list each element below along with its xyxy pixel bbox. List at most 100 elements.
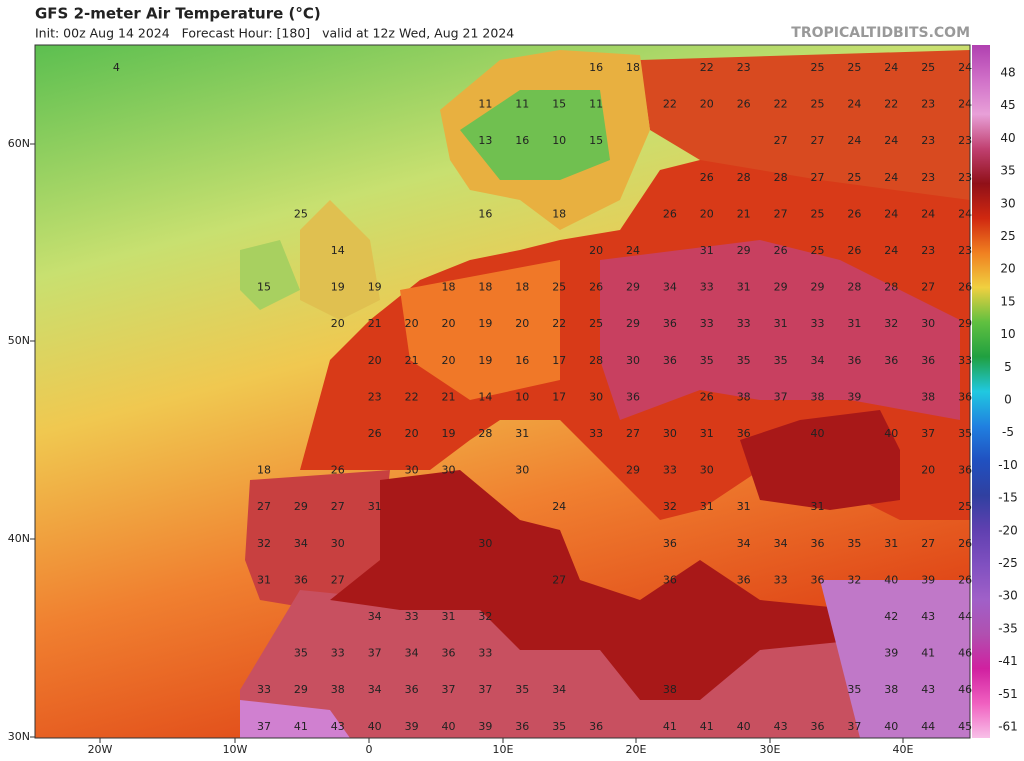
lat-label: 60N — [8, 137, 30, 150]
temperature-label: 43 — [331, 720, 345, 733]
temperature-label: 13 — [478, 134, 492, 147]
temperature-label: 27 — [552, 573, 566, 586]
temperature-label: 31 — [515, 427, 529, 440]
temperature-label: 23 — [737, 61, 751, 74]
temperature-label: 41 — [700, 720, 714, 733]
temperature-label: 37 — [847, 720, 861, 733]
temperature-label: 30 — [663, 427, 677, 440]
temperature-label: 46 — [958, 647, 972, 660]
temperature-label: 33 — [700, 281, 714, 294]
temperature-label: 33 — [811, 317, 825, 330]
temperature-label: 27 — [774, 207, 788, 220]
lat-label: 50N — [8, 334, 30, 347]
temperature-label: 36 — [442, 647, 456, 660]
temperature-label: 19 — [442, 427, 456, 440]
temperature-label: 15 — [257, 281, 271, 294]
temperature-label: 28 — [737, 171, 751, 184]
temperature-label: 24 — [884, 61, 898, 74]
temperature-label: 29 — [626, 464, 640, 477]
colorbar-label: 15 — [1000, 294, 1015, 308]
temperature-label: 39 — [884, 647, 898, 660]
temperature-label: 33 — [331, 647, 345, 660]
temperature-label: 36 — [958, 390, 972, 403]
temperature-label: 29 — [811, 281, 825, 294]
temperature-label: 11 — [589, 98, 603, 111]
temperature-label: 40 — [884, 427, 898, 440]
temperature-label: 25 — [589, 317, 603, 330]
temperature-label: 37 — [257, 720, 271, 733]
temperature-label: 16 — [515, 354, 529, 367]
temperature-label: 24 — [958, 207, 972, 220]
temperature-label: 24 — [884, 244, 898, 257]
temperature-label: 31 — [811, 500, 825, 513]
temperature-label: 27 — [331, 500, 345, 513]
colorbar-label: -20 — [998, 523, 1018, 537]
temperature-label: 36 — [663, 354, 677, 367]
temperature-label: 33 — [478, 647, 492, 660]
temperature-label: 35 — [737, 354, 751, 367]
lon-label: 20E — [626, 743, 647, 756]
temperature-label: 4 — [113, 61, 120, 74]
temperature-label: 18 — [626, 61, 640, 74]
temperature-label: 17 — [552, 354, 566, 367]
temperature-label: 24 — [884, 134, 898, 147]
temperature-label: 38 — [884, 683, 898, 696]
colorbar-label: 10 — [1000, 327, 1015, 341]
temperature-label: 30 — [331, 537, 345, 550]
temperature-label: 20 — [331, 317, 345, 330]
temperature-label: 29 — [294, 683, 308, 696]
temperature-label: 27 — [921, 281, 935, 294]
temperature-label: 20 — [405, 427, 419, 440]
temperature-label: 33 — [663, 464, 677, 477]
colorbar-label: -5 — [1002, 425, 1014, 439]
temperature-label: 29 — [737, 244, 751, 257]
temperature-label: 38 — [737, 390, 751, 403]
subtitle: Init: 00z Aug 14 2024 Forecast Hour: [18… — [35, 26, 514, 41]
temperature-label: 31 — [847, 317, 861, 330]
temperature-label: 31 — [700, 500, 714, 513]
temperature-label: 34 — [811, 354, 825, 367]
temperature-label: 28 — [589, 354, 603, 367]
temperature-label: 38 — [663, 683, 677, 696]
temperature-label: 26 — [774, 244, 788, 257]
temperature-label: 29 — [958, 317, 972, 330]
temperature-label: 26 — [737, 98, 751, 111]
temperature-label: 38 — [331, 683, 345, 696]
temperature-label: 36 — [958, 464, 972, 477]
temperature-label: 28 — [774, 171, 788, 184]
temperature-label: 32 — [663, 500, 677, 513]
temperature-label: 40 — [442, 720, 456, 733]
temperature-label: 27 — [257, 500, 271, 513]
lon-label: 20W — [88, 743, 113, 756]
temperature-label: 31 — [884, 537, 898, 550]
colorbar-label: 48 — [1000, 66, 1015, 80]
temperature-label: 37 — [478, 683, 492, 696]
colorbar-label: -35 — [998, 621, 1018, 635]
temperature-label: 32 — [884, 317, 898, 330]
temperature-label: 24 — [847, 134, 861, 147]
temperature-label: 23 — [921, 98, 935, 111]
temperature-label: 25 — [811, 98, 825, 111]
temperature-label: 29 — [774, 281, 788, 294]
temperature-label: 36 — [811, 573, 825, 586]
lat-label: 40N — [8, 532, 30, 545]
temperature-label: 21 — [368, 317, 382, 330]
map-background — [35, 45, 970, 738]
temperature-label: 16 — [589, 61, 603, 74]
temperature-label: 11 — [515, 98, 529, 111]
lon-label: 0 — [366, 743, 373, 756]
temperature-label: 30 — [405, 464, 419, 477]
temperature-label: 43 — [921, 610, 935, 623]
temperature-label: 26 — [847, 207, 861, 220]
temperature-label: 18 — [515, 281, 529, 294]
temperature-label: 24 — [626, 244, 640, 257]
temperature-label: 20 — [589, 244, 603, 257]
temperature-label: 36 — [589, 720, 603, 733]
temperature-label: 37 — [442, 683, 456, 696]
lat-label: 30N — [8, 730, 30, 743]
lon-label: 10E — [493, 743, 514, 756]
temperature-label: 19 — [331, 281, 345, 294]
temperature-label: 43 — [921, 683, 935, 696]
temperature-label: 17 — [552, 390, 566, 403]
temperature-label: 31 — [774, 317, 788, 330]
